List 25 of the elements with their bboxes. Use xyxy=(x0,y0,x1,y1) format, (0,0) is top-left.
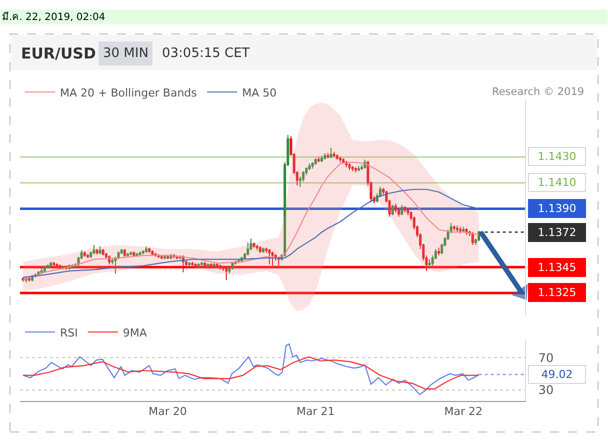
text: มี.ค. 22, 2019, 02:04 xyxy=(2,11,106,23)
legend-label: 9MA xyxy=(122,326,148,340)
chart-title: EUR/USD xyxy=(21,44,96,62)
x-tick-label: Mar 20 xyxy=(148,405,187,418)
ref-line-label: 1.1372 xyxy=(538,226,576,239)
chart-subtitle: 30 MIN xyxy=(103,46,148,61)
x-tick-label: Mar 21 xyxy=(296,405,335,418)
ref-line-label: 1.1410 xyxy=(538,176,576,189)
legend-label: RSI xyxy=(60,326,78,340)
ref-line-label: 1.1345 xyxy=(538,261,576,274)
ref-line-label: 1.1390 xyxy=(538,202,576,215)
y-tick-label: 30 xyxy=(538,382,554,397)
y-tick-label: 70 xyxy=(538,350,554,365)
line-series xyxy=(22,356,480,390)
text: 03:05:15 CET xyxy=(162,46,250,61)
ref-line-label: 1.1325 xyxy=(538,286,576,299)
text: Research © 2019 xyxy=(492,86,584,98)
line-series xyxy=(22,343,480,396)
ref-line-label: 49.02 xyxy=(541,368,573,381)
x-tick-label: Mar 22 xyxy=(444,405,483,418)
candlestick xyxy=(218,265,222,270)
legend-label: MA 20 + Bollinger Bands xyxy=(60,86,198,100)
candlestick xyxy=(56,264,58,268)
legend-label: MA 50 xyxy=(242,86,277,100)
ref-line-label: 1.1430 xyxy=(538,150,576,163)
